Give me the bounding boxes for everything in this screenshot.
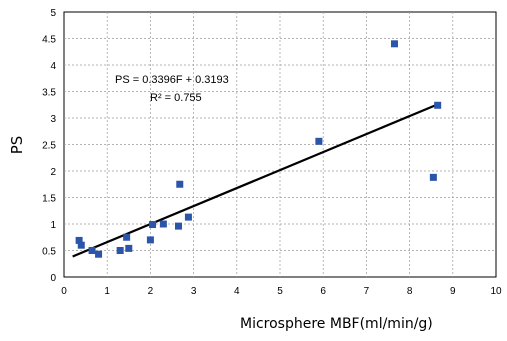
y-tick-label: 2 bbox=[50, 167, 56, 178]
y-tick-label: 1 bbox=[50, 220, 56, 231]
data-point bbox=[116, 247, 124, 254]
x-tick-label: 2 bbox=[148, 286, 154, 297]
data-point bbox=[390, 40, 398, 48]
y-tick-label: 2.5 bbox=[42, 141, 56, 152]
data-points bbox=[75, 40, 442, 258]
trendline-group bbox=[72, 103, 439, 258]
data-point bbox=[123, 233, 131, 241]
x-tick-label: 7 bbox=[364, 286, 370, 297]
x-tick-label: 1 bbox=[104, 286, 110, 297]
data-point bbox=[77, 241, 85, 249]
data-point bbox=[75, 236, 83, 244]
data-point bbox=[176, 180, 184, 188]
data-point bbox=[429, 173, 437, 181]
y-tick-label: 3 bbox=[50, 114, 56, 125]
equation-annotation: PS = 0.3396F + 0.3193 bbox=[115, 74, 229, 86]
data-point bbox=[88, 247, 96, 254]
trendline bbox=[72, 103, 439, 258]
y-axis-title: PS bbox=[8, 136, 26, 155]
data-point bbox=[149, 221, 157, 229]
data-point bbox=[146, 236, 154, 244]
x-tick-label: 10 bbox=[490, 286, 502, 297]
x-tick-label: 0 bbox=[61, 286, 67, 297]
data-point bbox=[95, 250, 103, 258]
x-tick-label: 4 bbox=[234, 286, 240, 297]
y-tick-label: 5 bbox=[50, 8, 56, 19]
y-tick-label: 0.5 bbox=[42, 247, 56, 258]
r-squared-annotation: R² = 0.755 bbox=[150, 92, 202, 104]
x-axis-title: Microsphere MBF(ml/min/g) bbox=[240, 316, 433, 332]
data-point bbox=[184, 213, 192, 221]
data-point bbox=[174, 222, 182, 230]
data-point bbox=[159, 220, 167, 228]
x-tick-label: 6 bbox=[320, 286, 326, 297]
x-tick-labels: 0 1 2 3 4 5 6 7 8 9 10 bbox=[61, 286, 502, 297]
x-tick-label: 9 bbox=[450, 286, 456, 297]
x-tick-label: 3 bbox=[191, 286, 197, 297]
data-point bbox=[315, 137, 323, 145]
grid bbox=[64, 12, 496, 277]
y-tick-label: 3.5 bbox=[42, 88, 56, 99]
x-tick-label: 8 bbox=[407, 286, 413, 297]
y-tick-labels: 0 0.5 1 1.5 2 2.5 3 3.5 4 4.5 5 bbox=[42, 8, 56, 284]
data-point bbox=[125, 244, 133, 252]
y-tick-label: 1.5 bbox=[42, 194, 56, 205]
y-tick-label: 4 bbox=[50, 61, 56, 72]
data-point bbox=[434, 101, 442, 109]
x-tick-label: 5 bbox=[277, 286, 283, 297]
y-tick-label: 4.5 bbox=[42, 35, 56, 46]
y-tick-label: 0 bbox=[50, 273, 56, 284]
